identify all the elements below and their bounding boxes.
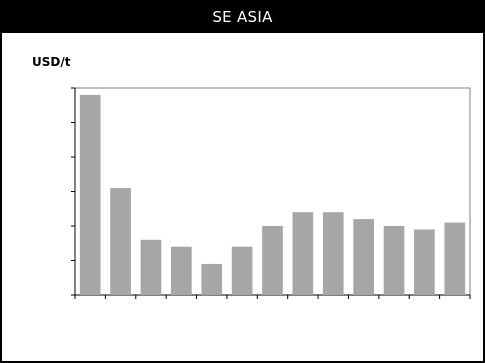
bar-10 bbox=[353, 219, 374, 295]
bar-6 bbox=[231, 246, 253, 295]
bar-8 bbox=[292, 212, 314, 295]
y-axis-label: USD/t bbox=[32, 55, 71, 69]
chart-title: SE ASIA bbox=[2, 2, 483, 33]
bar-13 bbox=[444, 222, 466, 295]
bar-5 bbox=[201, 263, 223, 295]
bar-3 bbox=[140, 239, 162, 295]
bar-7 bbox=[262, 226, 283, 295]
bar-2 bbox=[110, 188, 131, 295]
plot-area bbox=[71, 87, 471, 299]
bar-1 bbox=[79, 94, 101, 296]
bar-9 bbox=[322, 212, 344, 295]
bar-11 bbox=[383, 226, 405, 295]
bar-12 bbox=[414, 229, 435, 295]
bar-4 bbox=[171, 246, 192, 295]
